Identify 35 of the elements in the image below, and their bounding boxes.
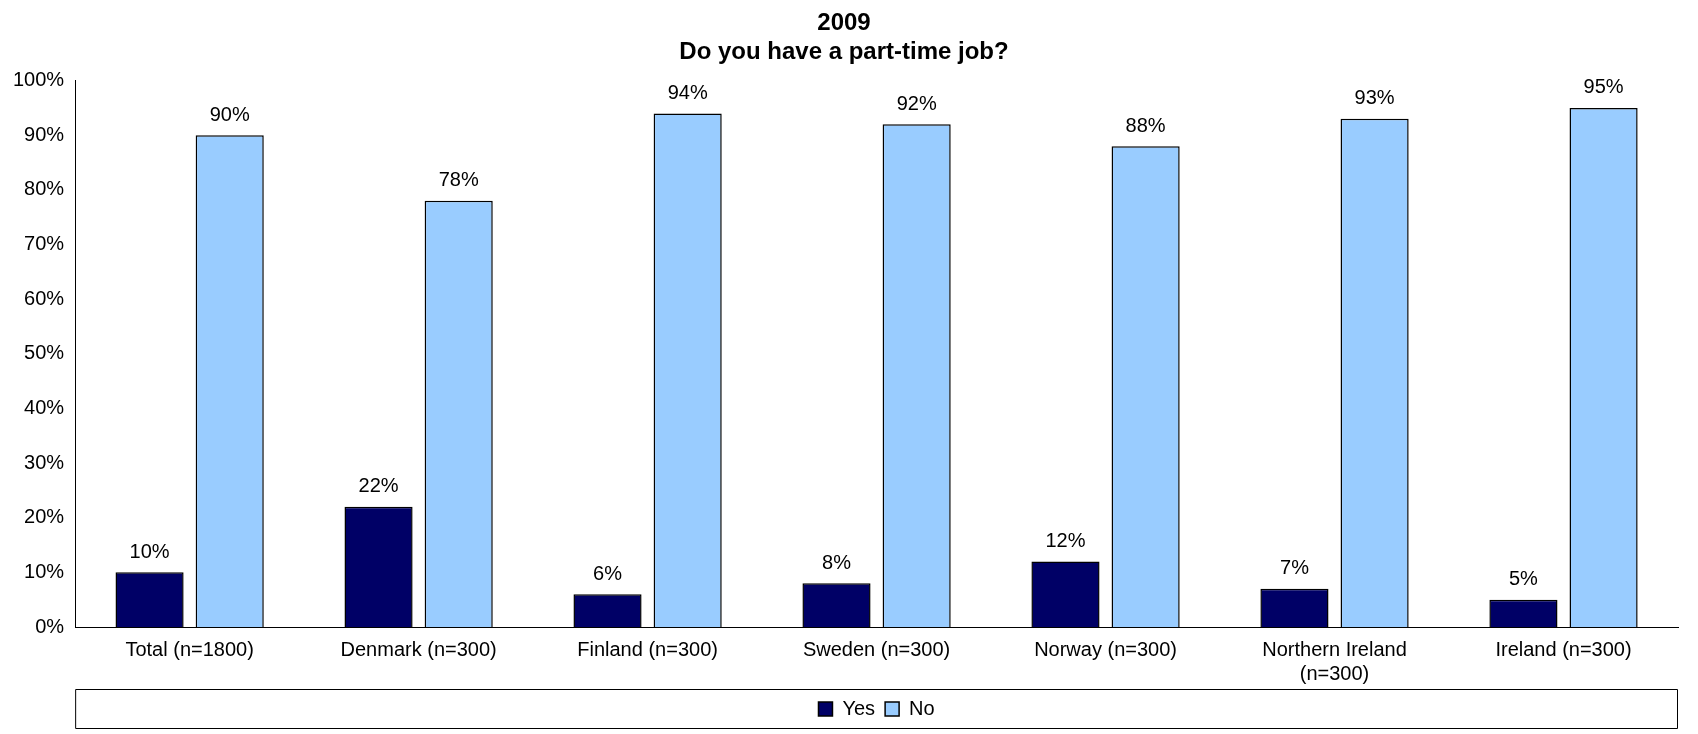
y-tick-label: 70% <box>24 232 65 255</box>
data-label: 78% <box>438 168 479 191</box>
y-tick-label: 50% <box>24 341 65 364</box>
y-tick-label: 40% <box>24 395 65 418</box>
data-label: 88% <box>1125 113 1166 136</box>
data-label: 7% <box>1280 556 1310 579</box>
data-label: 95% <box>1583 75 1624 98</box>
data-label: 94% <box>667 80 708 103</box>
y-tick-label: 20% <box>24 505 65 528</box>
data-label: 5% <box>1508 567 1539 590</box>
x-tick-label: Northern Ireland (n=300) <box>1262 637 1407 684</box>
x-tick-label: Norway (n=300) <box>1034 637 1177 660</box>
x-tick-label: Denmark (n=300) <box>340 637 497 660</box>
x-tick-label: Total (n=1800) <box>125 637 254 660</box>
legend-label: No <box>909 696 935 719</box>
data-label: 12% <box>1045 528 1086 551</box>
data-label: 10% <box>129 539 170 562</box>
data-label: 22% <box>358 474 399 497</box>
y-tick-label: 90% <box>24 122 65 145</box>
x-tick-label: Ireland (n=300) <box>1495 637 1632 660</box>
data-label: 8% <box>822 550 852 573</box>
data-label: 92% <box>896 91 937 114</box>
y-tick-label: 100% <box>13 68 65 91</box>
y-tick-label: 60% <box>24 286 65 309</box>
data-label: 93% <box>1354 86 1395 109</box>
data-label: 90% <box>209 102 250 125</box>
y-tick-label: 10% <box>24 559 65 582</box>
chart-title: 2009 Do you have a part-time job? <box>679 8 1009 64</box>
legend-label: Yes <box>842 696 876 719</box>
y-tick-label: 80% <box>24 177 65 200</box>
y-tick-label: 30% <box>24 450 65 473</box>
y-tick-label: 0% <box>35 614 65 637</box>
x-tick-label: Sweden (n=300) <box>802 637 951 660</box>
data-label: 6% <box>593 561 623 584</box>
x-tick-label: Finland (n=300) <box>577 637 718 660</box>
